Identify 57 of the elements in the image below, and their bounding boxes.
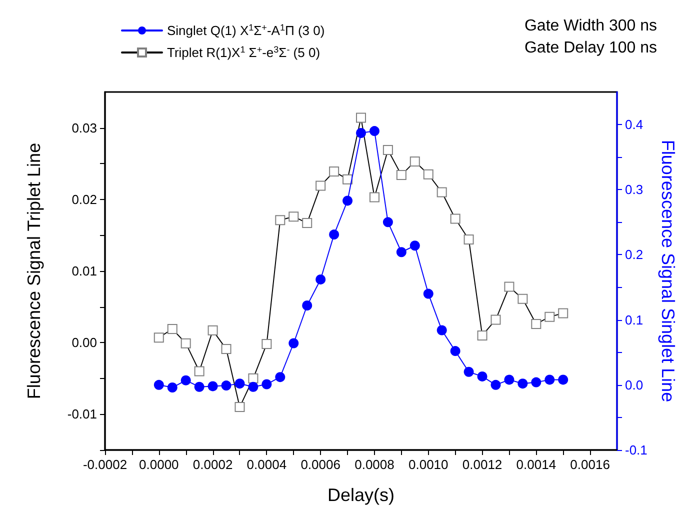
y2-tick-label: 0.2	[625, 247, 644, 262]
point	[180, 375, 191, 386]
point	[518, 378, 528, 389]
y-tick-label: 0.01	[72, 264, 97, 278]
x-tick-label: 0.0002	[192, 457, 233, 472]
y2-tick-label: -0.1	[625, 442, 648, 458]
y-axis-title: Fluorescence Signal Triplet Line	[24, 142, 44, 400]
point	[288, 338, 299, 348]
point	[194, 382, 204, 392]
point	[262, 379, 272, 390]
x-tick-label: 0.0004	[246, 457, 287, 472]
point	[423, 288, 434, 299]
point	[234, 378, 245, 389]
y-tick-label: 0.02	[72, 192, 97, 207]
x-tick-label: -0.0002	[82, 457, 128, 472]
point	[544, 374, 555, 385]
x-tick-label: 0.0000	[139, 457, 179, 472]
x-tick-label: 0.0006	[300, 457, 340, 472]
point	[396, 247, 406, 258]
point	[450, 346, 460, 356]
point	[369, 126, 380, 136]
x-tick-label: 0.0010	[408, 457, 448, 472]
text: Gate Width 300 ns	[524, 18, 657, 34]
x-tick-label: 0.0012	[462, 457, 502, 472]
x-tick-label: 0.0014	[516, 457, 556, 472]
y-tick-label: 0.03	[72, 120, 97, 136]
point	[342, 196, 353, 206]
y-tick-label: -0.01	[67, 406, 97, 422]
point	[464, 366, 474, 377]
point	[302, 300, 312, 310]
point	[477, 371, 488, 382]
y2-axis-title: Fluorescence Signal Singlet Line	[658, 140, 678, 402]
point	[531, 377, 542, 388]
point	[558, 374, 568, 385]
point	[490, 380, 501, 390]
y2-tick-label: 0.1	[625, 312, 644, 328]
point	[275, 372, 286, 382]
x-tick-label: 0.0008	[354, 457, 394, 472]
point	[248, 382, 258, 392]
point	[316, 274, 326, 284]
point	[221, 380, 232, 391]
x-tick-label: 0.0016	[570, 457, 610, 472]
point	[154, 380, 164, 390]
point	[167, 382, 178, 393]
point	[436, 325, 447, 336]
point	[410, 240, 420, 251]
y-tick-label: 0.00	[72, 335, 97, 350]
y2-tick-label: 0.4	[625, 117, 644, 132]
x-axis-title: Delay(s)	[327, 485, 395, 505]
point	[208, 381, 218, 392]
point	[382, 217, 393, 228]
text: Gate Delay 100 ns	[524, 40, 658, 56]
point	[356, 128, 366, 138]
y2-tick-label: 0.0	[625, 377, 644, 392]
y2-tick-label: 0.3	[625, 182, 644, 198]
point	[329, 230, 340, 240]
point	[504, 374, 514, 385]
